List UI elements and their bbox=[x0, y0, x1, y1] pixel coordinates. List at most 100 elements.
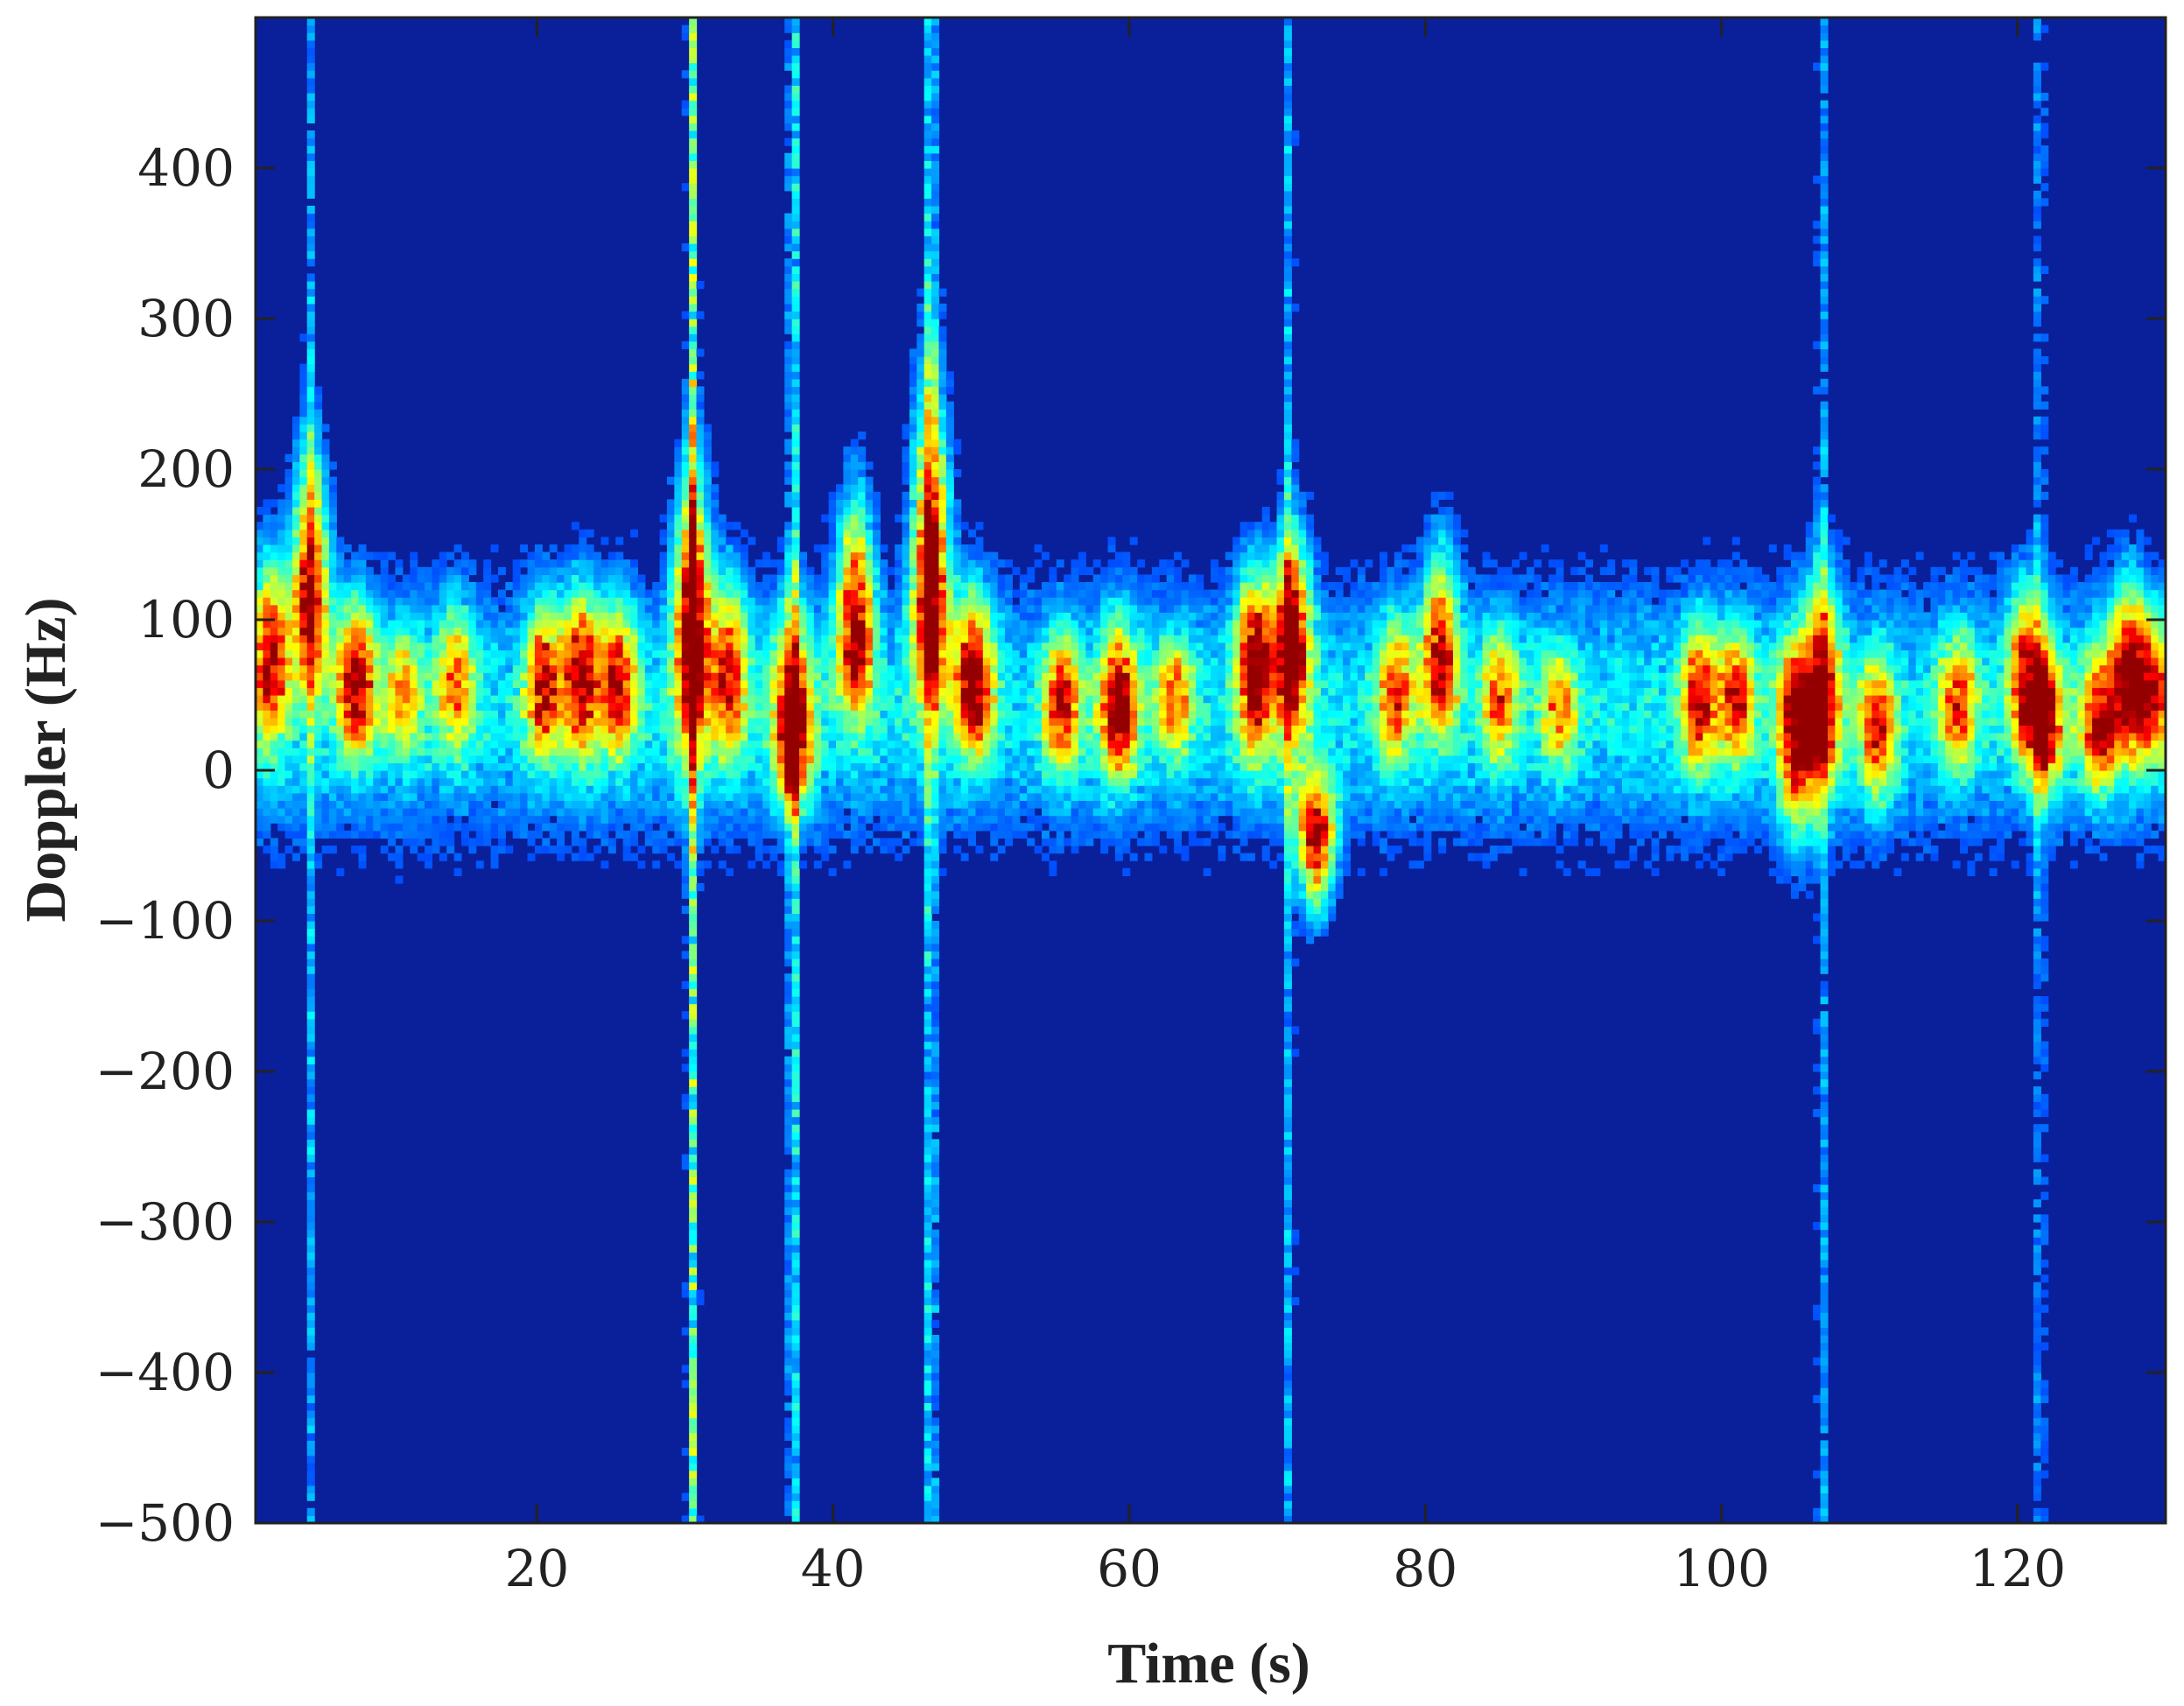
heatmap-cell bbox=[637, 627, 646, 635]
heatmap-cell bbox=[388, 620, 397, 628]
heatmap-cell bbox=[607, 733, 616, 741]
heatmap-cell bbox=[483, 559, 492, 568]
heatmap-cell bbox=[373, 612, 382, 621]
heatmap-cell bbox=[681, 100, 690, 109]
heatmap-cell bbox=[270, 649, 278, 658]
heatmap-cell bbox=[306, 657, 315, 666]
heatmap-cell bbox=[784, 695, 793, 704]
heatmap-cell bbox=[410, 748, 418, 756]
heatmap-cell bbox=[291, 627, 300, 635]
heatmap-cell bbox=[284, 649, 293, 658]
heatmap-cell bbox=[284, 748, 293, 756]
heatmap-cell bbox=[395, 823, 404, 832]
heatmap-cell bbox=[263, 808, 271, 817]
heatmap-cell bbox=[828, 514, 837, 523]
heatmap-cell bbox=[306, 883, 315, 892]
heatmap-cell bbox=[270, 551, 278, 560]
heatmap-cell bbox=[299, 439, 308, 447]
heatmap-cell bbox=[696, 710, 705, 719]
heatmap-cell bbox=[828, 823, 837, 832]
heatmap-cell bbox=[784, 1425, 793, 1434]
heatmap-cell bbox=[895, 612, 903, 621]
heatmap-cell bbox=[733, 815, 741, 824]
heatmap-cell bbox=[718, 770, 727, 779]
heatmap-cell bbox=[865, 679, 874, 688]
heatmap-cell bbox=[689, 424, 698, 432]
heatmap-cell bbox=[321, 785, 330, 794]
heatmap-cell bbox=[284, 589, 293, 598]
heatmap-cell bbox=[343, 748, 352, 756]
heatmap-cell bbox=[769, 710, 778, 719]
heatmap-cell bbox=[931, 672, 940, 681]
heatmap-cell bbox=[923, 1162, 932, 1170]
heatmap-cell bbox=[306, 1176, 315, 1185]
heatmap-cell bbox=[321, 777, 330, 786]
heatmap-cell bbox=[299, 589, 308, 598]
heatmap-cell bbox=[880, 815, 888, 824]
heatmap-cell bbox=[453, 649, 462, 658]
heatmap-cell bbox=[718, 657, 727, 666]
heatmap-cell bbox=[791, 1440, 800, 1449]
heatmap-cell bbox=[733, 695, 741, 704]
heatmap-cell bbox=[880, 589, 888, 598]
heatmap-cell bbox=[490, 770, 499, 779]
heatmap-cell bbox=[791, 537, 800, 545]
heatmap-cell bbox=[689, 416, 698, 425]
heatmap-cell bbox=[622, 748, 631, 756]
heatmap-cell bbox=[696, 604, 705, 613]
heatmap-cell bbox=[821, 635, 830, 643]
heatmap-cell bbox=[755, 710, 763, 719]
heatmap-cell bbox=[931, 401, 940, 410]
heatmap-cell bbox=[395, 725, 404, 734]
heatmap-cell bbox=[520, 589, 529, 598]
heatmap-cell bbox=[895, 635, 903, 643]
heatmap-cell bbox=[505, 792, 514, 801]
heatmap-cell bbox=[748, 717, 756, 726]
heatmap-cell bbox=[821, 620, 830, 628]
heatmap-cell bbox=[931, 808, 940, 817]
heatmap-cell bbox=[460, 792, 469, 801]
heatmap-cell bbox=[549, 785, 558, 794]
heatmap-cell bbox=[696, 1297, 705, 1306]
heatmap-cell bbox=[776, 687, 785, 696]
heatmap-cell bbox=[696, 589, 705, 598]
heatmap-cell bbox=[410, 838, 418, 846]
heatmap-cell bbox=[923, 507, 932, 516]
heatmap-cell bbox=[299, 755, 308, 763]
heatmap-cell bbox=[703, 649, 712, 658]
heatmap-cell bbox=[277, 800, 286, 809]
heatmap-cell bbox=[931, 551, 940, 560]
heatmap-cell bbox=[615, 649, 624, 658]
heatmap-cell bbox=[923, 890, 932, 899]
heatmap-cell bbox=[299, 748, 308, 756]
heatmap-cell bbox=[549, 620, 558, 628]
heatmap-cell bbox=[358, 642, 367, 650]
heatmap-cell bbox=[622, 846, 631, 854]
heatmap-cell bbox=[931, 687, 940, 696]
heatmap-cell bbox=[652, 846, 661, 854]
heatmap-cell bbox=[549, 566, 558, 575]
heatmap-cell bbox=[659, 559, 668, 568]
heatmap-cell bbox=[497, 657, 506, 666]
heatmap-cell bbox=[439, 664, 447, 673]
heatmap-cell bbox=[689, 875, 698, 884]
heatmap-cell bbox=[365, 815, 374, 824]
heatmap-cell bbox=[674, 484, 683, 493]
heatmap-cell bbox=[520, 717, 529, 726]
heatmap-cell bbox=[564, 551, 572, 560]
heatmap-cell bbox=[460, 649, 469, 658]
heatmap-cell bbox=[909, 740, 917, 748]
heatmap-cell bbox=[931, 980, 940, 989]
heatmap-cell bbox=[784, 830, 793, 839]
heatmap-cell bbox=[748, 597, 756, 606]
heatmap-cell bbox=[689, 378, 698, 387]
heatmap-cell bbox=[887, 589, 895, 598]
heatmap-cell bbox=[380, 702, 389, 711]
heatmap-cell bbox=[534, 635, 543, 643]
heatmap-cell bbox=[306, 55, 315, 64]
heatmap-cell bbox=[321, 514, 330, 523]
heatmap-cell bbox=[689, 980, 698, 989]
heatmap-cell bbox=[263, 770, 271, 779]
heatmap-cell bbox=[923, 522, 932, 530]
heatmap-cell bbox=[923, 281, 932, 290]
